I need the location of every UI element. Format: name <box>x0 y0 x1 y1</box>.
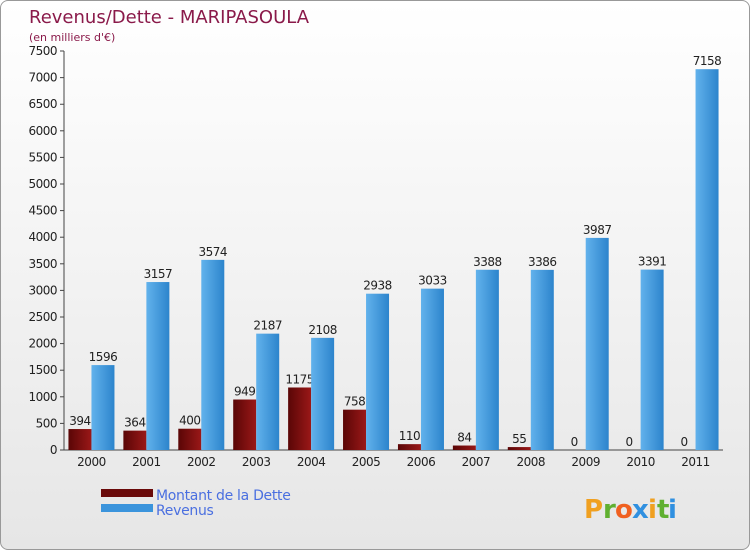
legend-swatch-dette <box>101 489 153 497</box>
x-tick-label: 2010 <box>626 455 655 469</box>
y-tick-label: 2000 <box>28 337 57 351</box>
chart-title: Revenus/Dette - MARIPASOULA <box>29 7 310 28</box>
bar-revenus <box>585 237 609 450</box>
data-label-revenus: 3033 <box>418 274 447 288</box>
chart-subtitle: (en milliers d'€) <box>29 31 115 44</box>
bar-dette <box>123 430 147 450</box>
bar-dette <box>397 444 421 450</box>
bar-revenus <box>256 333 280 450</box>
y-tick-label: 4000 <box>28 230 57 244</box>
x-tick-label: 2003 <box>242 455 271 469</box>
data-label-dette: 84 <box>457 431 471 445</box>
x-tick-label: 2011 <box>681 455 710 469</box>
x-tick-label: 2001 <box>132 455 161 469</box>
x-tick-label: 2009 <box>571 455 600 469</box>
data-label-revenus: 3386 <box>528 255 557 269</box>
bar-dette <box>178 428 202 450</box>
bar-dette <box>343 409 367 450</box>
x-tick-label: 2005 <box>352 455 381 469</box>
bar-revenus <box>201 259 225 450</box>
y-tick-label: 6500 <box>28 97 57 111</box>
data-label-dette: 1175 <box>285 372 314 386</box>
data-label-dette: 0 <box>626 435 633 449</box>
legend-label-dette: Montant de la Dette <box>156 488 291 504</box>
y-tick-label: 3000 <box>28 283 57 297</box>
bar-revenus <box>91 365 115 450</box>
data-label-dette: 0 <box>680 435 687 449</box>
bar-dette <box>233 399 257 450</box>
y-tick-label: 5500 <box>28 150 57 164</box>
x-tick-label: 2008 <box>517 455 546 469</box>
x-tick-label: 2007 <box>462 455 491 469</box>
bar-revenus <box>475 269 499 450</box>
data-label-dette: 394 <box>69 414 90 428</box>
x-tick-label: 2002 <box>187 455 216 469</box>
bar-revenus <box>366 293 390 450</box>
y-tick-label: 1500 <box>28 363 57 377</box>
y-tick-label: 500 <box>36 416 57 430</box>
y-tick-label: 7500 <box>28 44 57 58</box>
bar-dette <box>288 387 312 450</box>
data-label-revenus: 2938 <box>363 279 392 293</box>
x-tick-label: 2000 <box>77 455 106 469</box>
data-label-dette: 364 <box>124 416 145 430</box>
data-label-revenus: 2187 <box>253 319 282 333</box>
data-label-revenus: 7158 <box>693 54 722 68</box>
data-label-dette: 400 <box>179 414 200 428</box>
bar-revenus <box>420 288 444 450</box>
logo-letter: o <box>615 495 633 525</box>
data-label-dette: 110 <box>399 429 420 443</box>
y-tick-label: 5000 <box>28 177 57 191</box>
y-tick-label: 7000 <box>28 71 57 85</box>
legend-item-revenus: Revenus <box>101 503 214 519</box>
data-label-revenus: 1596 <box>89 350 118 364</box>
data-label-dette: 949 <box>234 385 255 399</box>
x-tick-label: 2006 <box>407 455 436 469</box>
data-label-revenus: 3987 <box>583 223 612 237</box>
legend-swatch-revenus <box>101 504 153 512</box>
bar-revenus <box>146 282 170 450</box>
y-tick-label: 2500 <box>28 310 57 324</box>
data-label-revenus: 3574 <box>199 245 228 259</box>
bar-dette <box>452 445 476 450</box>
data-label-revenus: 3157 <box>144 267 173 281</box>
legend-item-dette: Montant de la Dette <box>101 488 291 504</box>
data-label-dette: 0 <box>571 435 578 449</box>
bar-revenus <box>311 337 335 450</box>
legend-label-revenus: Revenus <box>156 503 214 519</box>
y-tick-label: 3500 <box>28 257 57 271</box>
data-label-revenus: 2108 <box>308 323 337 337</box>
y-tick-label: 1000 <box>28 390 57 404</box>
logo-letter: i <box>668 495 677 525</box>
bar-revenus <box>640 269 664 450</box>
bar-dette <box>507 447 531 450</box>
data-label-dette: 758 <box>344 395 365 409</box>
y-tick-label: 6000 <box>28 124 57 138</box>
x-tick-label: 2004 <box>297 455 326 469</box>
logo-letter: r <box>603 495 616 525</box>
y-tick-label: 0 <box>50 443 57 457</box>
data-label-dette: 55 <box>512 432 526 446</box>
logo-letter: t <box>657 495 669 525</box>
bar-revenus <box>695 69 719 450</box>
logo-letter: i <box>648 495 657 525</box>
bar-revenus <box>530 269 554 450</box>
y-tick-label: 4500 <box>28 204 57 218</box>
bars: 394 364 400 949 1175 758 110 84 55 0 0 0 1596 3157 357… <box>68 54 722 450</box>
data-label-revenus: 3391 <box>638 255 667 269</box>
logo-letter: x <box>632 495 649 525</box>
logo-letter: P <box>584 495 603 525</box>
axes: 0500100015002000250030003500400045005000… <box>28 44 723 469</box>
data-label-revenus: 3388 <box>473 255 502 269</box>
legend: Montant de la Dette Revenus <box>101 488 291 519</box>
bar-dette <box>68 429 92 450</box>
